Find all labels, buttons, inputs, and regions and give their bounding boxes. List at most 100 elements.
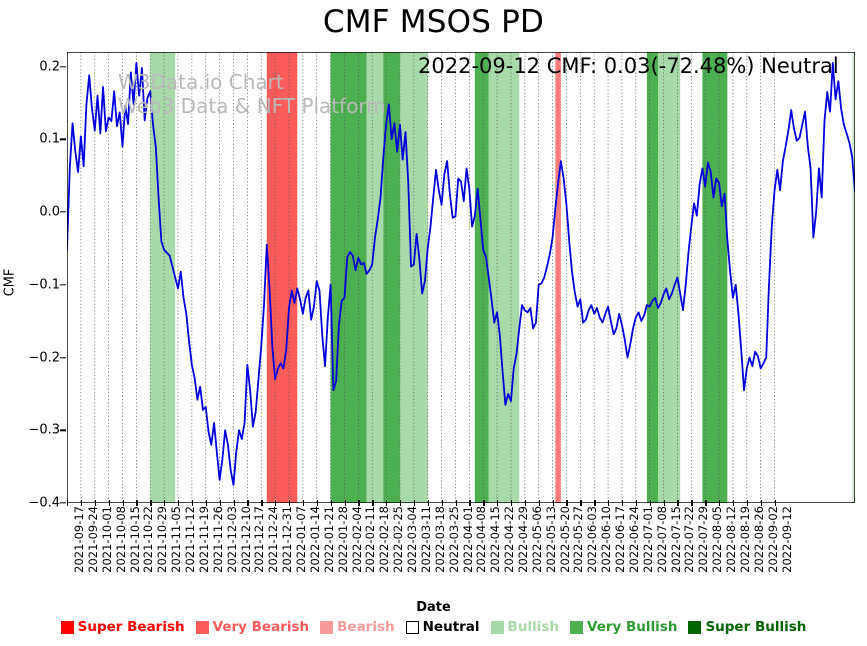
sentiment-band — [330, 52, 367, 503]
legend-item[interactable]: Super Bullish — [688, 619, 806, 635]
x-tick-label: 2022-04-15 — [488, 506, 503, 573]
x-tick-mark — [677, 500, 679, 506]
y-tick-label: 0.0 — [39, 204, 60, 220]
legend-swatch-icon — [195, 620, 209, 634]
legend-swatch-icon — [688, 620, 702, 634]
x-tick-label: 2022-01-28 — [335, 506, 350, 573]
x-tick-label: 2021-11-19 — [196, 506, 211, 573]
x-tick-mark — [205, 500, 208, 506]
x-tick-mark — [538, 500, 541, 506]
x-tick-label: 2021-12-24 — [266, 506, 281, 573]
y-tick-mark — [60, 502, 66, 504]
x-tick-mark — [621, 500, 624, 506]
x-tick-mark — [497, 500, 499, 506]
x-tick-label: 2021-11-26 — [210, 506, 225, 573]
x-tick-mark — [455, 500, 457, 506]
y-tick-mark — [60, 356, 66, 359]
x-tick-label: 2022-09-02 — [765, 506, 780, 573]
x-tick-label: 2022-09-12 — [779, 506, 794, 573]
x-tick-label: 2021-12-31 — [280, 506, 295, 573]
x-tick-mark — [413, 500, 416, 506]
x-tick-label: 2022-04-29 — [515, 506, 530, 573]
x-tick-mark — [247, 500, 249, 506]
x-tick-mark — [552, 500, 554, 506]
legend-label: Very Bullish — [586, 619, 678, 635]
sentiment-band — [383, 52, 400, 503]
x-tick-mark — [122, 500, 124, 506]
sentiment-band — [555, 52, 561, 503]
x-tick-mark — [774, 500, 776, 506]
x-tick-mark — [150, 500, 152, 506]
legend-label: Neutral — [422, 619, 480, 635]
x-tick-label: 2022-06-10 — [599, 506, 614, 573]
sentiment-band — [852, 52, 855, 503]
x-tick-mark — [705, 500, 707, 506]
x-tick-label: 2022-06-03 — [585, 506, 600, 573]
legend-item[interactable]: Very Bearish — [195, 619, 310, 635]
cmf-series-line — [67, 62, 855, 486]
x-tick-mark — [358, 500, 360, 506]
legend-item[interactable]: Super Bearish — [60, 619, 185, 635]
legend-swatch-icon — [490, 620, 504, 634]
y-tick-mark — [60, 65, 66, 68]
x-tick-label: 2022-07-22 — [682, 506, 697, 573]
legend-item[interactable]: Neutral — [405, 619, 480, 635]
page-title: CMF MSOS PD — [322, 4, 545, 40]
x-tick-mark — [400, 500, 402, 506]
cmf-line-chart — [67, 52, 855, 503]
y-tick-label: −0.1 — [28, 277, 60, 293]
x-tick-label: 2022-05-20 — [557, 506, 572, 573]
y-axis-labels: 0.2 0.1 0.0 −0.1 −0.2 −0.3 −0.4 — [8, 52, 66, 511]
legend-swatch-icon — [405, 620, 419, 634]
x-tick-label: 2022-08-19 — [737, 506, 752, 573]
x-tick-label: 2022-02-18 — [377, 506, 392, 573]
x-tick-label: 2022-03-25 — [446, 506, 461, 573]
x-tick-label: 2022-02-04 — [349, 506, 364, 573]
x-tick-mark — [136, 500, 138, 506]
x-tick-mark — [427, 500, 430, 506]
x-tick-mark — [719, 500, 721, 506]
x-tick-mark — [691, 500, 693, 506]
legend-label: Bearish — [337, 619, 395, 635]
x-tick-mark — [760, 500, 763, 506]
y-tick-mark — [60, 284, 66, 286]
sentiment-band — [474, 52, 489, 503]
legend-swatch-icon — [569, 620, 583, 634]
x-tick-label: 2022-01-07 — [294, 506, 308, 573]
y-tick-label: −0.4 — [28, 495, 60, 511]
legend-item[interactable]: Bearish — [320, 619, 395, 635]
x-tick-mark — [524, 500, 527, 506]
x-tick-mark — [108, 500, 110, 506]
x-tick-mark — [219, 500, 221, 506]
x-tick-label: 2022-04-08 — [474, 506, 489, 573]
x-tick-label: 2022-07-29 — [696, 506, 711, 573]
latest-value-annotation: 2022-09-12 CMF: 0.03(-72.48%) Neutral — [418, 54, 839, 78]
sentiment-band — [366, 52, 384, 503]
plot-frame — [67, 52, 855, 503]
x-tick-mark — [191, 500, 194, 506]
x-tick-label: 2022-04-01 — [460, 506, 475, 573]
legend-swatch-icon — [320, 620, 334, 634]
x-tick-mark — [330, 500, 332, 506]
sentiment-band — [488, 52, 520, 503]
legend-item[interactable]: Very Bullish — [569, 619, 678, 635]
x-tick-mark — [580, 500, 582, 506]
y-tick-label: 0.2 — [39, 59, 60, 74]
y-tick-mark — [60, 211, 66, 213]
x-tick-label: 2021-10-08 — [113, 506, 128, 573]
x-tick-label: 2022-02-11 — [363, 506, 378, 573]
x-tick-label: 2022-07-01 — [640, 506, 655, 573]
x-tick-label: 2022-04-22 — [502, 506, 517, 573]
y-axis-title: CMF — [2, 268, 18, 297]
x-tick-mark — [469, 500, 471, 506]
x-tick-label: 2022-05-06 — [529, 506, 544, 573]
x-tick-label: 2021-12-10 — [238, 506, 253, 573]
y-tick-label: −0.2 — [28, 350, 60, 365]
legend-label: Very Bearish — [212, 619, 310, 635]
legend-item[interactable]: Bullish — [490, 619, 559, 635]
x-tick-label: 2021-09-17 — [72, 506, 86, 573]
x-tick-mark — [594, 500, 596, 506]
x-tick-label: 2021-12-03 — [224, 506, 239, 573]
x-tick-label: 2022-03-18 — [432, 506, 447, 573]
x-tick-mark — [746, 500, 749, 506]
